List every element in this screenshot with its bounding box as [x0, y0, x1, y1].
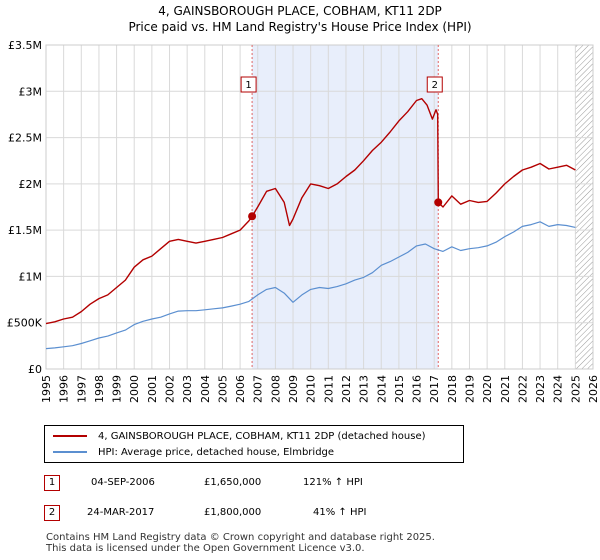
x-tick-label: 2018: [446, 375, 459, 403]
y-tick-label: £0: [28, 363, 42, 376]
sale-label-number: 1: [245, 80, 251, 91]
price-chart: £0 £500K £1M £1.5M £2M £2.5M £3M £3.5M 1995 1996 1…: [7, 39, 600, 403]
x-tick-label: 2026: [587, 375, 600, 403]
x-tick-label: 2000: [128, 375, 141, 403]
x-tick-label: 1997: [75, 375, 88, 403]
x-tick-label: 2005: [216, 375, 229, 403]
transaction-price: £1,650,000: [204, 477, 262, 488]
footer-licence: This data is licensed under the Open Gov…: [46, 543, 365, 554]
sale-point: [434, 198, 443, 207]
chart-title: 4, GAINSBOROUGH PLACE, COBHAM, KT11 2DP: [158, 4, 442, 18]
sale-label-box: [240, 76, 257, 93]
chart-legend: 4, GAINSBOROUGH PLACE, COBHAM, KT11 2DP …: [44, 425, 464, 463]
x-tick-label: 2024: [552, 375, 565, 403]
x-tick-label: 2010: [305, 375, 318, 403]
x-tick-label: 1995: [40, 375, 53, 403]
x-tick-label: 1998: [93, 375, 106, 403]
sale-point: [248, 212, 257, 221]
y-tick-label: £1.5M: [8, 224, 42, 237]
x-tick-label: 2003: [181, 375, 194, 403]
x-tick-label: 2006: [234, 375, 247, 403]
x-tick-label: 2002: [164, 375, 177, 403]
transaction-hpi-change: 121% ↑ HPI: [303, 477, 363, 488]
x-tick-label: 2009: [287, 375, 300, 403]
x-tick-label: 2025: [569, 375, 582, 403]
x-tick-label: 2012: [340, 375, 353, 403]
legend-swatch-hpi: [53, 451, 87, 453]
x-tick-label: 2008: [269, 375, 282, 403]
x-tick-label: 1996: [58, 375, 71, 403]
x-tick-label: 2001: [146, 375, 159, 403]
legend-item-property: 4, GAINSBOROUGH PLACE, COBHAM, KT11 2DP …: [53, 429, 426, 443]
x-tick-label: 2007: [252, 375, 265, 403]
y-tick-label: £1M: [19, 270, 43, 283]
transaction-number-badge: 1: [44, 475, 60, 491]
x-tick-label: 2023: [534, 375, 547, 403]
y-tick-label: £500K: [7, 317, 43, 330]
x-tick-label: 2016: [411, 375, 424, 403]
shaded-ownership-period: [252, 45, 439, 369]
hatched-projection-region: [575, 45, 593, 369]
legend-swatch-property: [53, 435, 87, 437]
x-tick-label: 2015: [393, 375, 406, 403]
transaction-hpi-change: 41% ↑ HPI: [313, 507, 367, 518]
transaction-date: 24-MAR-2017: [87, 507, 155, 518]
property-series-line: [46, 97, 576, 325]
transaction-number-badge: 2: [44, 505, 60, 521]
sale-label-box: [426, 76, 443, 93]
x-tick-label: 2017: [428, 375, 441, 403]
y-tick-label: £2M: [19, 178, 43, 191]
y-tick-label: £3.5M: [8, 39, 42, 52]
legend-item-hpi: HPI: Average price, detached house, Elmb…: [53, 445, 334, 459]
x-tick-label: 2014: [375, 375, 388, 403]
x-tick-label: 2020: [481, 375, 494, 403]
x-tick-label: 2019: [463, 375, 476, 403]
x-tick-label: 2011: [322, 375, 335, 403]
x-tick-label: 1999: [111, 375, 124, 403]
transaction-date: 04-SEP-2006: [91, 477, 155, 488]
y-tick-label: £3M: [19, 85, 43, 98]
legend-label-property: 4, GAINSBOROUGH PLACE, COBHAM, KT11 2DP …: [98, 430, 426, 442]
y-tick-label: £2.5M: [8, 132, 42, 145]
transaction-price: £1,800,000: [204, 507, 262, 518]
chart-subtitle: Price paid vs. HM Land Registry's House …: [128, 20, 472, 34]
legend-label-hpi: HPI: Average price, detached house, Elmb…: [98, 446, 335, 458]
sale-label-number: 2: [432, 80, 438, 91]
footer-copyright: Contains HM Land Registry data © Crown c…: [46, 532, 435, 543]
hpi-series-line: [46, 221, 576, 350]
x-tick-label: 2022: [516, 375, 529, 403]
x-tick-label: 2021: [499, 375, 512, 403]
x-tick-label: 2004: [199, 375, 212, 403]
series-group: [46, 97, 576, 350]
plot-border: [45, 44, 594, 370]
x-tick-label: 2013: [358, 375, 371, 403]
